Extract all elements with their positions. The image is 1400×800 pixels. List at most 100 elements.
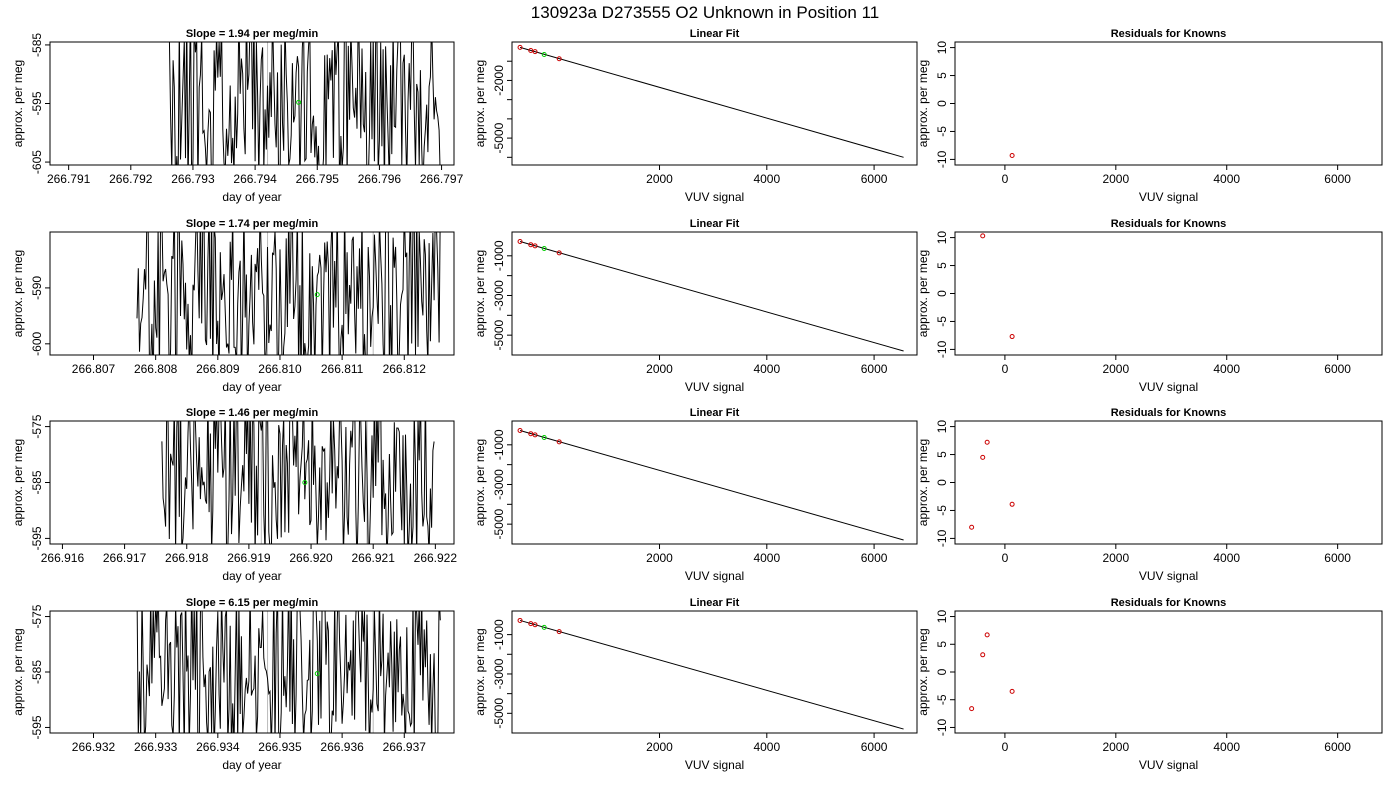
known-point (556, 629, 562, 635)
x-tick-label: 266.808 (134, 362, 178, 376)
y-tick-label: -590 (30, 276, 44, 300)
panel-title: Slope = 1.74 per meg/min (186, 218, 319, 230)
y-tick-label: -575 (30, 414, 44, 438)
panel-2-0: Slope = 1.46 per meg/min 266.916 266.917 26… (11, 407, 457, 583)
x-axis-label: VUV signal (1139, 758, 1198, 772)
x-tick-label: 4000 (753, 740, 780, 754)
y-tick-label: -5000 (492, 698, 506, 729)
y-tick-label: -585 (30, 33, 44, 57)
panel-title: Linear Fit (690, 597, 740, 609)
x-tick-label: 6000 (861, 172, 888, 186)
known-point (528, 242, 534, 248)
plot-area (969, 632, 1015, 712)
x-tick-label: 266.791 (47, 172, 91, 186)
y-tick-label: 10 (935, 231, 949, 245)
panel-3-0: Slope = 6.15 per meg/min 266.932 266.933 26… (11, 597, 455, 772)
known-point (984, 632, 990, 638)
plot-area (517, 428, 904, 541)
x-tick-label: 266.793 (171, 172, 215, 186)
panel-1-1: Linear Fit 2000 4000 6000 -1000 -3000 -5000 VUV… (473, 218, 918, 394)
y-axis-label: approx. per meg (916, 439, 930, 526)
y-tick-label: -605 (30, 150, 44, 174)
y-tick-label: -5 (935, 694, 949, 705)
x-tick-label: 266.812 (383, 362, 427, 376)
panel-0-0: Slope = 1.94 per meg/min 266.791 266.792 26… (11, 28, 464, 204)
known-point (1009, 501, 1015, 507)
plot-frame (49, 41, 455, 166)
y-tick-label: 5 (935, 641, 949, 648)
unknown-marker (541, 245, 547, 251)
y-tick-label: 10 (935, 41, 949, 55)
fit-line (519, 46, 904, 158)
y-axis-label: approx. per meg (11, 60, 25, 147)
y-tick-label: 5 (935, 262, 949, 269)
panel-title: Linear Fit (690, 407, 740, 419)
x-tick-label: 2000 (646, 740, 673, 754)
y-tick-label: -5000 (492, 122, 506, 153)
plot-frame (511, 231, 918, 356)
y-tick-label: 10 (935, 610, 949, 624)
y-axis-label: approx. per meg (473, 439, 487, 526)
x-axis-label: VUV signal (685, 190, 744, 204)
trace-line (136, 232, 441, 355)
panel-title: Residuals for Knowns (1111, 597, 1227, 609)
y-tick-label: -10 (935, 340, 949, 358)
known-point (1009, 152, 1015, 158)
y-tick-label: -10 (935, 150, 949, 168)
x-tick-label: 2000 (646, 172, 673, 186)
known-point (517, 239, 523, 245)
y-tick-label: 0 (935, 479, 949, 486)
x-tick-label: 4000 (1213, 551, 1240, 565)
plot-frame (954, 610, 1383, 734)
y-axis-label: approx. per meg (916, 628, 930, 715)
panel-2-1: Linear Fit 2000 4000 6000 -1000 -3000 -5000 VUV… (473, 407, 918, 583)
panel-title: Residuals for Knowns (1111, 28, 1227, 40)
panel-3-2: Residuals for Knowns 0 2000 4000 6000 10 5 0 -5 -… (916, 597, 1383, 772)
y-axis-label: approx. per meg (473, 250, 487, 337)
plot-frame (511, 420, 918, 545)
y-tick-label: -5 (935, 126, 949, 137)
x-tick-label: 266.796 (358, 172, 402, 186)
x-tick-label: 2000 (646, 551, 673, 565)
x-tick-label: 266.797 (420, 172, 464, 186)
x-tick-label: 266.795 (296, 172, 340, 186)
x-tick-label: 4000 (1213, 740, 1240, 754)
fit-line (519, 430, 904, 541)
panel-title: Slope = 1.94 per meg/min (186, 28, 319, 40)
x-tick-label: 4000 (753, 172, 780, 186)
y-tick-label: -585 (30, 660, 44, 684)
y-tick-label: -10 (935, 718, 949, 736)
x-tick-label: 6000 (861, 551, 888, 565)
x-tick-label: 266.934 (196, 740, 240, 754)
fit-line (519, 619, 904, 730)
x-tick-label: 266.810 (258, 362, 302, 376)
known-point (1009, 334, 1015, 340)
trace-line (136, 611, 441, 733)
known-point (1009, 688, 1015, 694)
plot-area (168, 42, 441, 165)
unknown-marker (314, 671, 320, 677)
figure-title: 130923a D273555 O2 Unknown in Position 1… (531, 3, 879, 22)
x-tick-label: 2000 (646, 362, 673, 376)
known-point (556, 250, 562, 256)
x-tick-label: 266.918 (165, 551, 209, 565)
known-point (528, 47, 534, 53)
known-point (528, 431, 534, 437)
x-tick-label: 0 (1002, 740, 1009, 754)
known-point (556, 56, 562, 62)
x-axis-label: VUV signal (1139, 569, 1198, 583)
y-tick-label: 10 (935, 420, 949, 434)
plot-area (1009, 152, 1015, 158)
y-tick-label: -3000 (492, 280, 506, 311)
y-tick-label: -595 (30, 526, 44, 550)
y-tick-label: -1000 (492, 429, 506, 460)
known-point (532, 432, 538, 438)
y-tick-label: -575 (30, 604, 44, 628)
y-tick-label: 0 (935, 290, 949, 297)
x-tick-label: 6000 (1324, 551, 1351, 565)
y-axis-label: approx. per meg (11, 439, 25, 526)
plot-area (136, 232, 441, 355)
plot-area (161, 421, 435, 544)
x-tick-label: 266.916 (41, 551, 85, 565)
x-tick-label: 266.809 (196, 362, 240, 376)
